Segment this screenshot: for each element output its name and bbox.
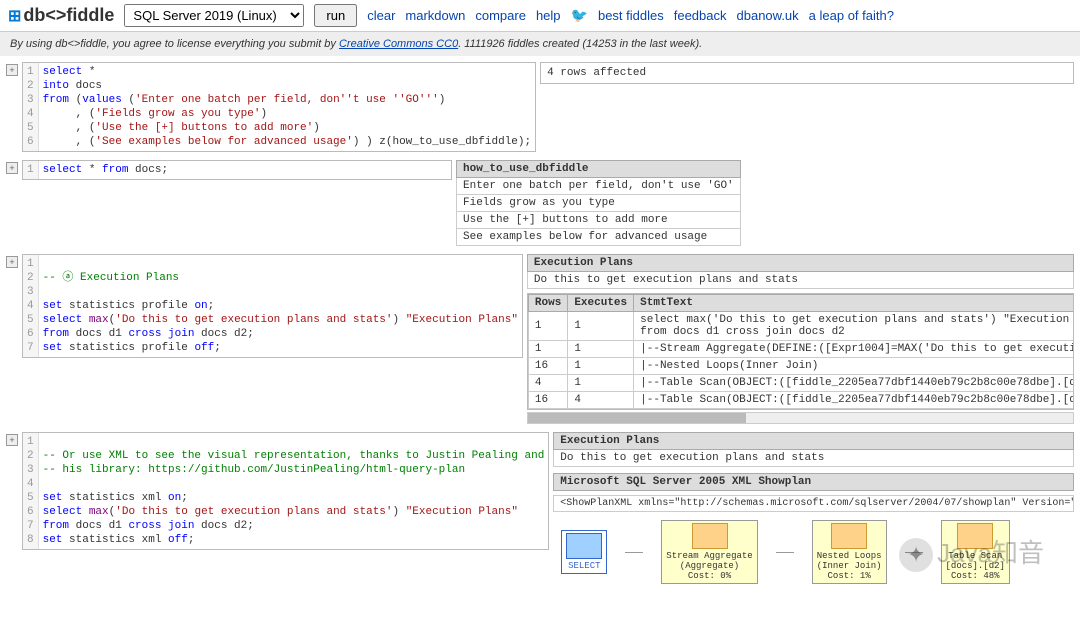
exec-plans-sub: Do this to get execution plans and stats xyxy=(553,450,1074,467)
run-button[interactable]: run xyxy=(314,4,357,27)
code-1[interactable]: select * into docs from (values ('Enter … xyxy=(39,63,536,151)
license-prefix: By using db<>fiddle, you agree to licens… xyxy=(10,38,339,50)
code-3[interactable]: -- ⓐ Execution Plans set statistics prof… xyxy=(39,255,522,357)
logo: ⊞ db<>fiddle xyxy=(8,5,114,26)
header: ⊞ db<>fiddle SQL Server 2019 (Linux) run… xyxy=(0,0,1080,32)
twitter-icon[interactable]: 🐦 xyxy=(571,7,588,24)
dbanow-link[interactable]: dbanow.uk xyxy=(737,8,799,23)
exec-plans-header: Execution Plans xyxy=(527,254,1074,272)
exec-plans-header: Execution Plans xyxy=(553,432,1074,450)
add-button[interactable]: + xyxy=(6,64,18,76)
gutter: 1 xyxy=(23,161,39,179)
gutter: 123456 xyxy=(23,63,39,151)
rows-affected: 4 rows affected xyxy=(540,62,1074,84)
add-button[interactable]: + xyxy=(6,256,18,268)
main: + 123456 select * into docs from (values… xyxy=(0,56,1080,606)
col-header: how_to_use_dbfiddle xyxy=(457,161,741,178)
nested-loops-icon xyxy=(831,523,867,549)
license-suffix: . 1111926 fiddles created (14253 in the … xyxy=(458,38,702,50)
result-2: how_to_use_dbfiddle Enter one batch per … xyxy=(456,160,1074,246)
xml-showplan-header: Microsoft SQL Server 2005 XML Showplan xyxy=(553,473,1074,491)
xml-content: <ShowPlanXML xmlns="http://schemas.micro… xyxy=(553,495,1074,512)
editor-4[interactable]: 12345678 -- Or use XML to see the visual… xyxy=(22,432,549,550)
plan-table: Rows Executes StmtText StmtId NodeId P 1… xyxy=(528,294,1074,409)
aggregate-icon xyxy=(692,523,728,549)
plan-table-wrap[interactable]: Rows Executes StmtText StmtId NodeId P 1… xyxy=(527,293,1074,410)
clear-link[interactable]: clear xyxy=(367,8,395,23)
logo-text-2: fiddle xyxy=(66,5,114,26)
result-1: 4 rows affected xyxy=(540,62,1074,84)
plan-diagram: SELECT Stream Aggregate (Aggregate) Cost… xyxy=(553,512,1074,592)
best-fiddles-link[interactable]: best fiddles xyxy=(598,8,664,23)
add-button[interactable]: + xyxy=(6,162,18,174)
col: Executes xyxy=(568,295,634,312)
col: StmtText xyxy=(634,295,1074,312)
editor-3[interactable]: 1234567 -- ⓐ Execution Plans set statist… xyxy=(22,254,523,358)
gutter: 1234567 xyxy=(23,255,39,357)
cell: Enter one batch per field, don't use 'GO… xyxy=(457,178,741,195)
code-2[interactable]: select * from docs; xyxy=(39,161,451,179)
select-icon xyxy=(566,533,602,559)
exec-plans-sub: Do this to get execution plans and stats xyxy=(527,272,1074,289)
cell: See examples below for advanced usage xyxy=(457,229,741,246)
license-bar: By using db<>fiddle, you agree to licens… xyxy=(0,32,1080,56)
editor-1[interactable]: 123456 select * into docs from (values (… xyxy=(22,62,536,152)
code-4[interactable]: -- Or use XML to see the visual represen… xyxy=(39,433,549,549)
gutter: 12345678 xyxy=(23,433,39,549)
fiddle-row-2: + 1 select * from docs; how_to_use_dbfid… xyxy=(6,160,1074,246)
cell: Fields grow as you type xyxy=(457,195,741,212)
connector xyxy=(905,552,923,553)
editor-2[interactable]: 1 select * from docs; xyxy=(22,160,452,180)
plan-node-aggregate[interactable]: Stream Aggregate (Aggregate) Cost: 0% xyxy=(661,520,757,584)
col: Rows xyxy=(528,295,567,312)
database-select[interactable]: SQL Server 2019 (Linux) xyxy=(124,4,304,27)
logo-text-1: db<> xyxy=(23,5,66,26)
cc0-link[interactable]: Creative Commons CC0 xyxy=(339,38,458,50)
plan-node-nested-loops[interactable]: Nested Loops (Inner Join) Cost: 1% xyxy=(812,520,887,584)
leap-link[interactable]: a leap of faith? xyxy=(809,8,894,23)
plan-node-select[interactable]: SELECT xyxy=(561,530,607,574)
result-3: Execution Plans Do this to get execution… xyxy=(527,254,1074,424)
connector xyxy=(625,552,643,553)
add-button[interactable]: + xyxy=(6,434,18,446)
cell: Use the [+] buttons to add more xyxy=(457,212,741,229)
result-4: Execution Plans Do this to get execution… xyxy=(553,432,1074,592)
compare-link[interactable]: compare xyxy=(475,8,526,23)
connector xyxy=(776,552,794,553)
table-scan-icon xyxy=(957,523,993,549)
fiddle-row-1: + 123456 select * into docs from (values… xyxy=(6,62,1074,152)
plan-node-table-scan[interactable]: Table Scan [docs].[d2] Cost: 48% xyxy=(941,520,1010,584)
help-link[interactable]: help xyxy=(536,8,561,23)
logo-icon: ⊞ xyxy=(8,6,21,26)
h-scrollbar[interactable] xyxy=(527,412,1074,424)
markdown-link[interactable]: markdown xyxy=(405,8,465,23)
fiddle-row-3: + 1234567 -- ⓐ Execution Plans set stati… xyxy=(6,254,1074,424)
feedback-link[interactable]: feedback xyxy=(674,8,727,23)
fiddle-row-4: + 12345678 -- Or use XML to see the visu… xyxy=(6,432,1074,592)
result-table: how_to_use_dbfiddle Enter one batch per … xyxy=(456,160,741,246)
